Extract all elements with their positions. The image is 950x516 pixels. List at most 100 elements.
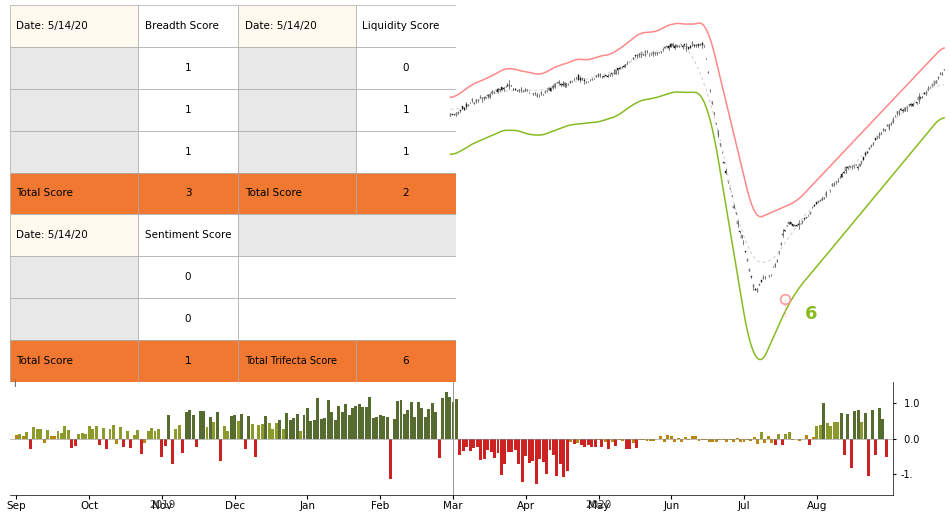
Text: Total Score: Total Score xyxy=(16,356,73,366)
Bar xyxy=(251,424,254,439)
Bar xyxy=(413,417,416,439)
Bar xyxy=(28,439,31,449)
Bar xyxy=(390,439,392,479)
Bar xyxy=(10,340,138,382)
Bar xyxy=(216,412,218,439)
Bar xyxy=(708,439,711,442)
Bar xyxy=(341,412,344,439)
Bar xyxy=(138,47,238,89)
Bar xyxy=(138,298,238,340)
Bar xyxy=(566,439,569,471)
Bar xyxy=(98,439,101,444)
Bar xyxy=(625,439,628,449)
Bar xyxy=(47,430,49,439)
Text: Date: 5/14/20: Date: 5/14/20 xyxy=(16,230,88,240)
Bar xyxy=(57,430,60,439)
Bar xyxy=(299,431,302,439)
Bar xyxy=(178,425,180,439)
Bar xyxy=(805,435,808,439)
Bar xyxy=(500,439,503,475)
Bar xyxy=(238,5,355,47)
Bar xyxy=(105,439,108,449)
Bar xyxy=(358,404,361,439)
Bar xyxy=(192,415,195,439)
Bar xyxy=(150,428,153,439)
Bar xyxy=(238,215,456,256)
Bar xyxy=(361,407,365,439)
Bar xyxy=(95,426,98,439)
Bar xyxy=(102,428,104,439)
Text: 0: 0 xyxy=(403,63,409,73)
Bar xyxy=(878,408,881,439)
Bar xyxy=(119,427,122,439)
Bar xyxy=(64,426,67,439)
Text: 1: 1 xyxy=(185,147,191,157)
Bar xyxy=(133,434,136,439)
Bar xyxy=(600,439,603,447)
Bar xyxy=(344,404,347,439)
Bar xyxy=(882,419,884,439)
Bar xyxy=(205,427,208,439)
Bar xyxy=(138,256,238,298)
Bar xyxy=(659,436,662,439)
Bar xyxy=(773,439,777,445)
Bar xyxy=(10,215,138,256)
Bar xyxy=(386,416,389,439)
Bar xyxy=(538,439,541,459)
Bar xyxy=(642,439,645,441)
Bar xyxy=(32,427,35,439)
Bar xyxy=(580,439,582,445)
Bar xyxy=(451,402,454,439)
Text: 0: 0 xyxy=(185,272,191,282)
Bar xyxy=(396,401,399,439)
Bar xyxy=(621,439,624,441)
Bar xyxy=(138,89,238,131)
Bar xyxy=(808,439,811,445)
Bar xyxy=(400,400,403,439)
Bar xyxy=(735,438,738,439)
Bar xyxy=(355,5,456,47)
Bar xyxy=(302,415,306,439)
Bar xyxy=(355,172,456,215)
Bar xyxy=(739,439,742,442)
Bar xyxy=(829,426,832,439)
Bar xyxy=(850,439,853,468)
Bar xyxy=(138,215,238,256)
Bar xyxy=(562,439,565,477)
Bar xyxy=(823,404,826,439)
Bar xyxy=(140,439,142,454)
Bar xyxy=(531,439,534,461)
Bar xyxy=(777,434,780,439)
Bar xyxy=(493,439,496,458)
Text: i: i xyxy=(13,379,16,389)
Bar xyxy=(70,439,73,447)
Bar xyxy=(826,423,828,439)
Bar xyxy=(175,429,178,439)
Bar xyxy=(230,416,233,439)
Bar xyxy=(604,439,607,442)
Bar xyxy=(479,439,483,460)
Text: Date: 5/14/20: Date: 5/14/20 xyxy=(245,21,316,31)
Bar xyxy=(815,426,818,439)
Bar xyxy=(701,439,704,440)
Bar xyxy=(636,439,638,448)
Bar xyxy=(181,439,184,453)
Bar xyxy=(750,439,752,441)
Bar xyxy=(136,430,139,439)
Bar xyxy=(316,398,319,439)
Bar xyxy=(365,407,368,439)
Bar xyxy=(143,439,146,443)
Bar xyxy=(10,172,138,215)
Bar xyxy=(590,439,593,447)
Bar xyxy=(524,439,527,456)
Bar xyxy=(154,431,157,439)
Bar xyxy=(618,439,620,441)
Bar xyxy=(725,439,728,442)
Bar xyxy=(676,438,679,439)
Bar xyxy=(861,422,864,439)
Bar xyxy=(670,436,673,439)
Bar xyxy=(146,431,149,439)
Bar xyxy=(410,402,413,439)
Bar xyxy=(26,432,28,439)
Bar xyxy=(559,439,561,464)
